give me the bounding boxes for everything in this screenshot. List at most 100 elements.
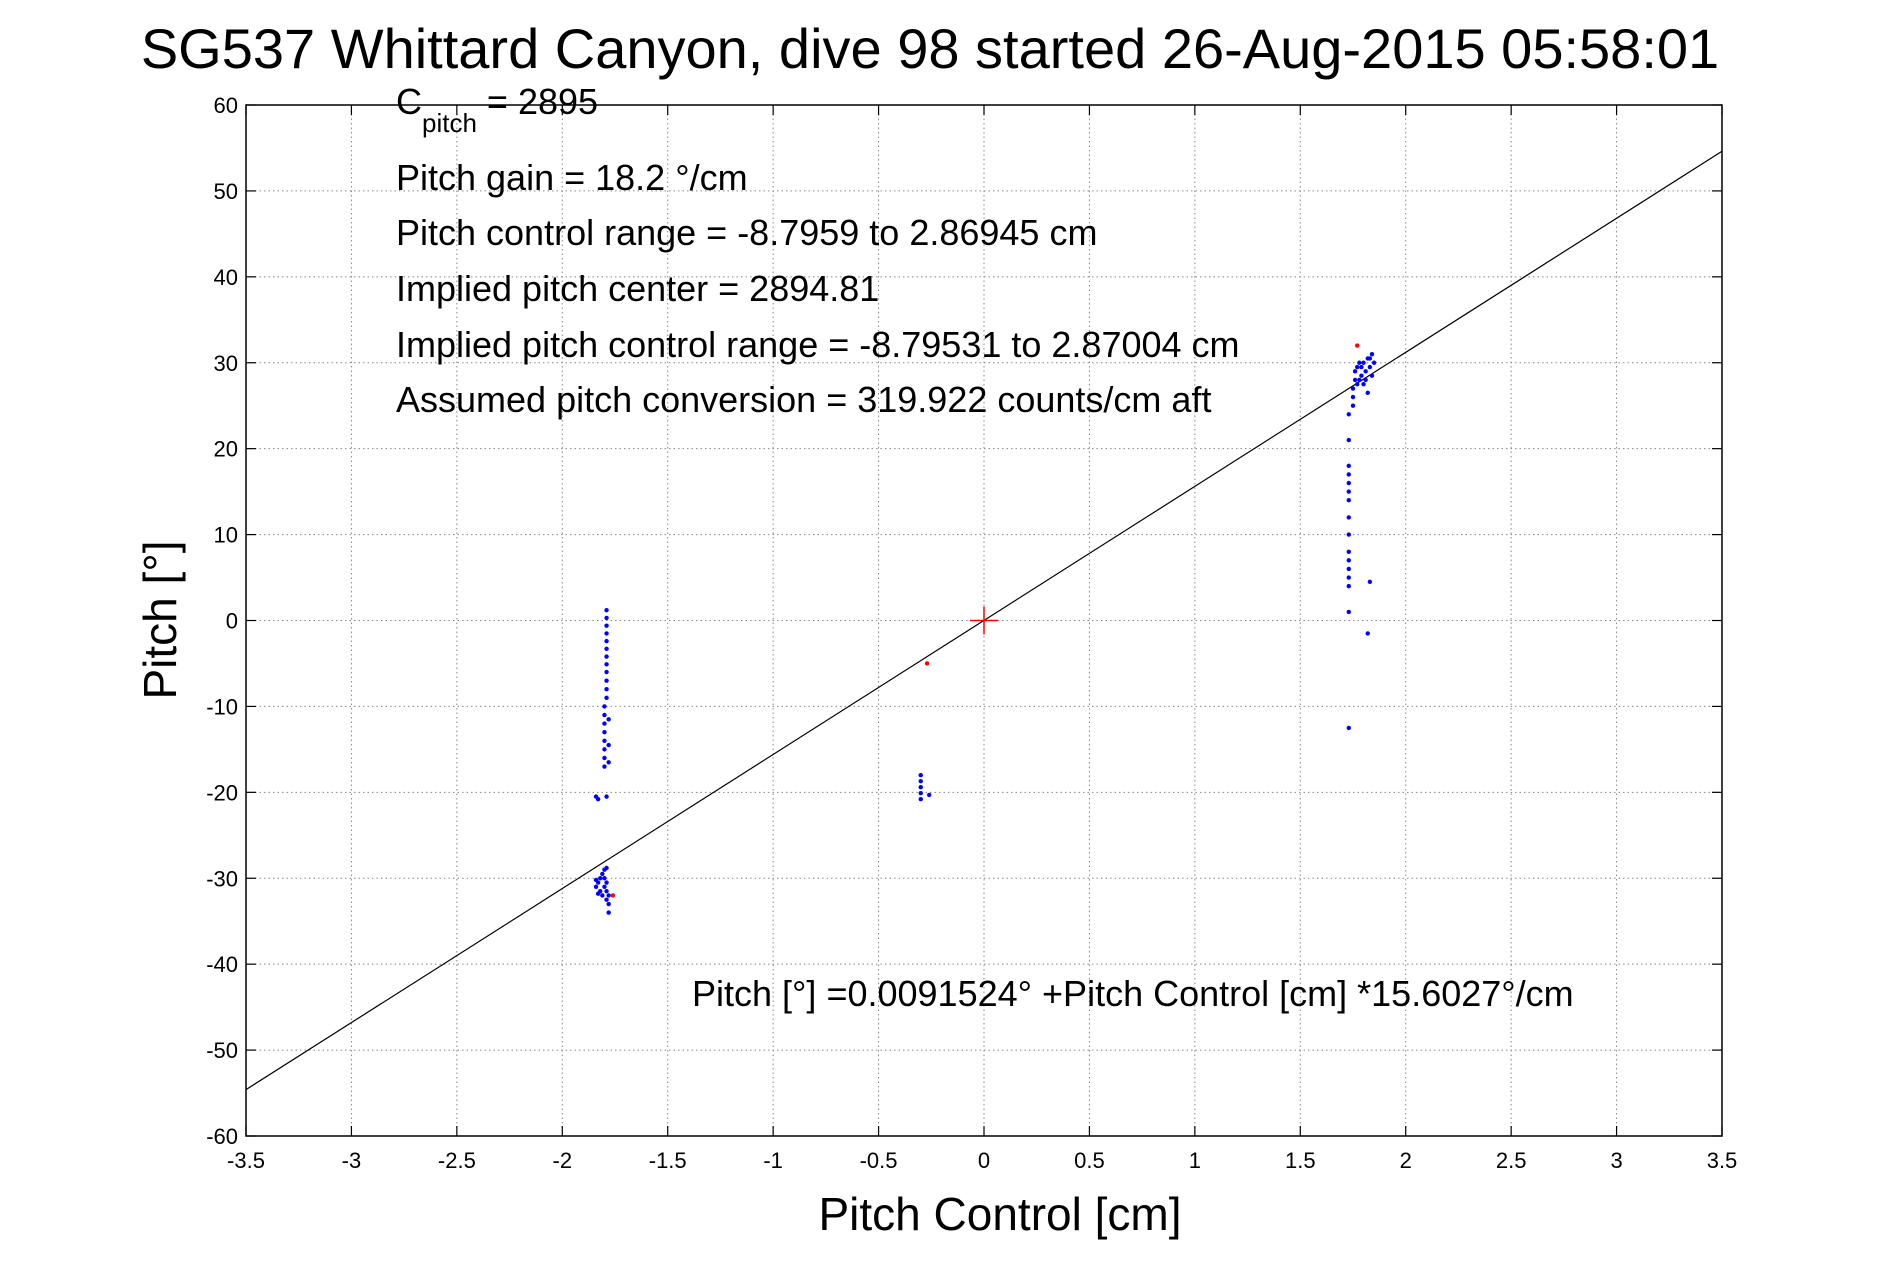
data-point [1346, 558, 1351, 563]
x-tick-label: 3 [1610, 1148, 1622, 1173]
data-point [604, 888, 609, 894]
data-point [1367, 364, 1373, 370]
data-point [602, 738, 607, 743]
data-point [1346, 575, 1351, 580]
data-point [1350, 394, 1356, 400]
data-point [1346, 498, 1351, 503]
data-point [604, 607, 609, 613]
x-tick-label: -1 [763, 1148, 783, 1173]
data-point [1346, 480, 1351, 486]
data-point [606, 717, 611, 722]
data-point [1357, 377, 1362, 383]
data-point [602, 729, 607, 735]
y-tick-label: 10 [214, 523, 238, 548]
x-tick-label: -1.5 [649, 1148, 687, 1173]
data-point [604, 646, 609, 652]
data-point [1357, 360, 1362, 365]
x-tick-labels: -3.5 -3 -2.5 -2 -1.5 -1 -0.5 0 0.5 1 1.5 2 2.5 3 3.5 [227, 1148, 1737, 1173]
data-point [602, 712, 607, 718]
data-point [604, 669, 609, 675]
x-axis-label: Pitch Control [cm] [819, 1188, 1182, 1240]
data-point [606, 901, 611, 907]
data-point [926, 792, 932, 798]
data-point [1350, 403, 1356, 408]
data-point [918, 778, 923, 784]
data-point [1369, 351, 1375, 357]
data-point [1346, 472, 1351, 477]
data-point [1346, 412, 1351, 417]
data-point [604, 897, 609, 902]
data-point [1369, 373, 1375, 378]
c-pitch-main: C [396, 81, 422, 122]
pitch-gain-annotation: Pitch gain = 18.2 °/cm [396, 157, 748, 198]
data-point [1371, 360, 1377, 365]
data-point [1361, 360, 1366, 365]
data-point [1346, 549, 1351, 554]
data-point [1352, 369, 1358, 374]
data-point [604, 880, 609, 885]
data-point [606, 910, 611, 915]
c-pitch-annotation: Cpitch = 2895 [396, 81, 598, 138]
data-point [602, 721, 607, 726]
y-axis-label: Pitch [°] [134, 540, 186, 699]
data-point [1367, 579, 1373, 585]
chart-title: SG537 Whittard Canyon, dive 98 started 2… [141, 17, 1719, 80]
data-point [1365, 631, 1370, 636]
implied-range-annotation: Implied pitch control range = -8.79531 t… [396, 324, 1240, 365]
data-point [602, 747, 607, 752]
y-tick-label: 0 [226, 609, 238, 634]
conversion-annotation: Assumed pitch conversion = 319.922 count… [396, 379, 1211, 420]
data-point [600, 893, 605, 898]
data-point [1346, 583, 1351, 589]
data-point [1355, 364, 1360, 370]
data-point [606, 760, 611, 765]
y-tick-label: -50 [206, 1038, 238, 1063]
x-tick-label: -2 [553, 1148, 573, 1173]
data-point [595, 891, 601, 896]
data-point [593, 877, 599, 883]
data-point [1346, 725, 1351, 731]
data-point [600, 871, 605, 877]
data-point [1346, 489, 1351, 494]
data-point [604, 687, 609, 692]
data-point-red [924, 661, 930, 666]
data-point [1359, 364, 1364, 370]
x-tick-label: 1 [1189, 1148, 1201, 1173]
data-point [606, 742, 611, 748]
data-point [604, 638, 609, 644]
data-point [918, 772, 923, 778]
x-tick-label: 0 [978, 1148, 990, 1173]
x-tick-label: -3.5 [227, 1148, 265, 1173]
data-point [604, 623, 609, 628]
data-point [604, 865, 609, 871]
data-point [1346, 566, 1351, 572]
y-tick-label: 30 [214, 351, 238, 376]
x-tick-label: 2 [1400, 1148, 1412, 1173]
data-point [918, 784, 923, 790]
data-point [1365, 390, 1370, 396]
c-pitch-value: = 2895 [477, 81, 598, 122]
data-point [604, 695, 609, 701]
data-point [593, 884, 599, 890]
y-tick-label: 40 [214, 265, 238, 290]
x-tick-label: 0.5 [1074, 1148, 1105, 1173]
data-point [1363, 377, 1368, 383]
data-point [918, 797, 923, 802]
y-tick-labels: 60 50 40 30 20 10 0 -10 -20 -30 -40 -50 -60 [206, 93, 238, 1149]
data-point [918, 790, 923, 796]
data-point [604, 794, 609, 799]
data-point [1355, 382, 1360, 387]
data-point [1346, 515, 1351, 520]
data-point [604, 678, 609, 683]
data-point-red [610, 893, 616, 898]
x-tick-label: -2.5 [438, 1148, 476, 1173]
y-tick-label: 20 [214, 437, 238, 462]
data-point [604, 615, 609, 621]
data-point [1352, 377, 1358, 383]
data-point [602, 764, 607, 769]
center-marker [970, 606, 998, 635]
c-pitch-subscript: pitch [422, 108, 477, 138]
y-tick-label: 60 [214, 93, 238, 118]
data-point [602, 704, 607, 709]
